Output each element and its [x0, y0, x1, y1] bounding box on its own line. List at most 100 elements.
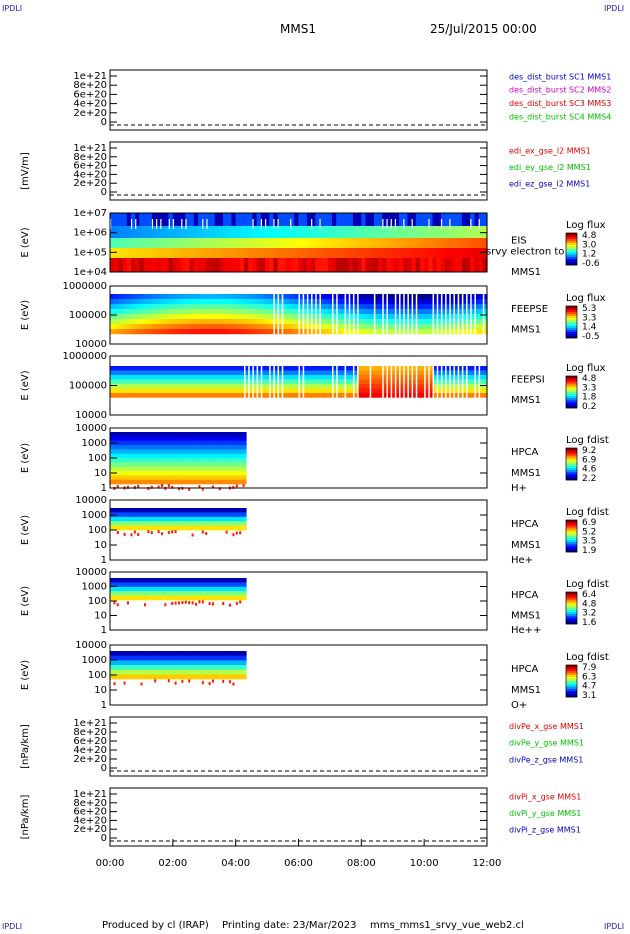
- spectrogram-cell: [214, 319, 220, 325]
- spectrogram-cell: [232, 508, 237, 513]
- spectrogram-cell: [193, 294, 199, 300]
- spectrogram-cell: [164, 314, 170, 320]
- spectrogram-cell: [215, 651, 220, 656]
- spectrogram-cell: [205, 674, 210, 680]
- spectrogram-cell: [419, 375, 425, 380]
- spectrogram-cell: [208, 516, 213, 522]
- spectrogram-cell: [319, 314, 325, 320]
- spectrogram-cell: [365, 366, 371, 371]
- spectrogram-cell: [390, 258, 396, 272]
- spectrogram-cell: [147, 525, 152, 531]
- spectrogram-cell: [137, 508, 142, 513]
- spectrogram-cell: [382, 294, 388, 300]
- spectrogram-cell: [156, 238, 161, 248]
- spectrogram-cell: [235, 586, 240, 592]
- spectrogram-cell: [449, 379, 455, 385]
- spectrogram-cell: [242, 440, 247, 446]
- spectrogram-cell: [298, 294, 304, 300]
- spectrogram-cell: [478, 370, 484, 376]
- spectrogram-cell: [273, 329, 279, 335]
- spectrogram-cell: [154, 475, 159, 480]
- colorbar-cell: [566, 312, 577, 315]
- colorbar-cell: [566, 243, 577, 246]
- spectrogram-cell: [210, 294, 216, 300]
- spectrogram-cell: [208, 586, 213, 592]
- y-tick-label: 2e+20: [73, 754, 107, 765]
- colorbar-title: Log flux: [566, 220, 606, 231]
- spectrogram-cell: [161, 578, 165, 583]
- spectrogram-cell: [181, 655, 186, 661]
- spectrogram-cell: [340, 304, 346, 310]
- spectrogram-cell: [198, 582, 203, 588]
- spectrogram-cell: [160, 314, 166, 320]
- spectrogram-cell: [151, 393, 157, 398]
- spectrogram-cell: [110, 213, 115, 226]
- spectrogram-cell: [242, 521, 247, 526]
- spectrogram-cell: [407, 248, 413, 258]
- colorbar-cell: [566, 398, 577, 401]
- spectrogram-cell: [440, 213, 446, 226]
- panel-label: He++: [511, 625, 541, 636]
- spectrogram-cell: [474, 248, 480, 258]
- spectrogram-cell: [174, 458, 179, 463]
- spectrogram-cell: [290, 329, 295, 335]
- spectrogram-cell: [181, 375, 186, 380]
- spectrogram-cell: [191, 674, 196, 680]
- spectrogram-cell: [373, 384, 379, 389]
- spectrogram-cell: [260, 329, 266, 335]
- spectrogram-cell: [137, 521, 142, 526]
- spectrogram-cell: [225, 651, 230, 656]
- spectrogram-cell: [154, 453, 159, 459]
- spectrogram-cell: [212, 512, 216, 518]
- spectrogram-cell: [181, 309, 186, 315]
- spectrogram-cell: [256, 384, 262, 389]
- spectrogram-cell: [306, 388, 312, 394]
- spectrogram-cell: [352, 309, 358, 315]
- spectrogram-cell: [116, 660, 121, 666]
- spectrogram-cell: [227, 238, 233, 248]
- spectrogram-cell: [181, 453, 186, 459]
- spectrogram-cell: [344, 375, 350, 380]
- y-tick-label: 100: [88, 453, 107, 464]
- spectrogram-cell: [122, 213, 128, 226]
- spectrogram-cell: [445, 393, 450, 398]
- spectrogram-cell: [449, 309, 455, 315]
- spectrogram-cell: [137, 660, 142, 666]
- data-gap: [440, 219, 443, 229]
- spectrogram-cell: [206, 388, 212, 394]
- spectrogram-cell: [235, 238, 241, 248]
- data-gap: [461, 366, 464, 398]
- spectrogram-cell: [244, 294, 249, 300]
- spectrogram-cell: [474, 299, 480, 305]
- spectrogram-cell: [140, 471, 145, 476]
- colorbar-cell: [566, 534, 577, 537]
- spectrogram-cell: [177, 366, 182, 371]
- colorbar-cell: [566, 598, 577, 601]
- spectrogram-cell: [407, 324, 413, 330]
- spectrogram-cell: [181, 466, 186, 472]
- spectrogram-cell: [407, 366, 413, 371]
- spectrogram-cell: [440, 309, 446, 315]
- spectrogram-cell: [202, 366, 207, 371]
- spectrogram-cell: [394, 329, 400, 335]
- spectrogram-cell: [294, 393, 300, 398]
- spectrogram-cell: [135, 324, 140, 330]
- spectrogram-cell: [419, 329, 425, 335]
- spectrogram-cell: [411, 226, 417, 238]
- spectrogram-cell: [277, 366, 283, 371]
- colorbar-cell: [566, 251, 577, 254]
- spectrogram-cell: [157, 591, 162, 596]
- spectrogram-cell: [235, 475, 240, 480]
- spectrogram-cell: [239, 665, 244, 670]
- spectrogram-cell: [174, 475, 179, 480]
- spectrogram-cell: [139, 258, 145, 272]
- spectrogram-cell: [235, 226, 241, 238]
- spectrogram-cell: [156, 248, 161, 258]
- spectrogram-cell: [466, 238, 471, 248]
- spectrogram-cell: [195, 660, 199, 666]
- spectrogram-cell: [407, 370, 413, 376]
- spectrogram-cell: [137, 578, 142, 583]
- spectrogram-cell: [202, 213, 207, 226]
- spectrogram-cell: [457, 324, 463, 330]
- spectrogram-cell: [185, 370, 191, 376]
